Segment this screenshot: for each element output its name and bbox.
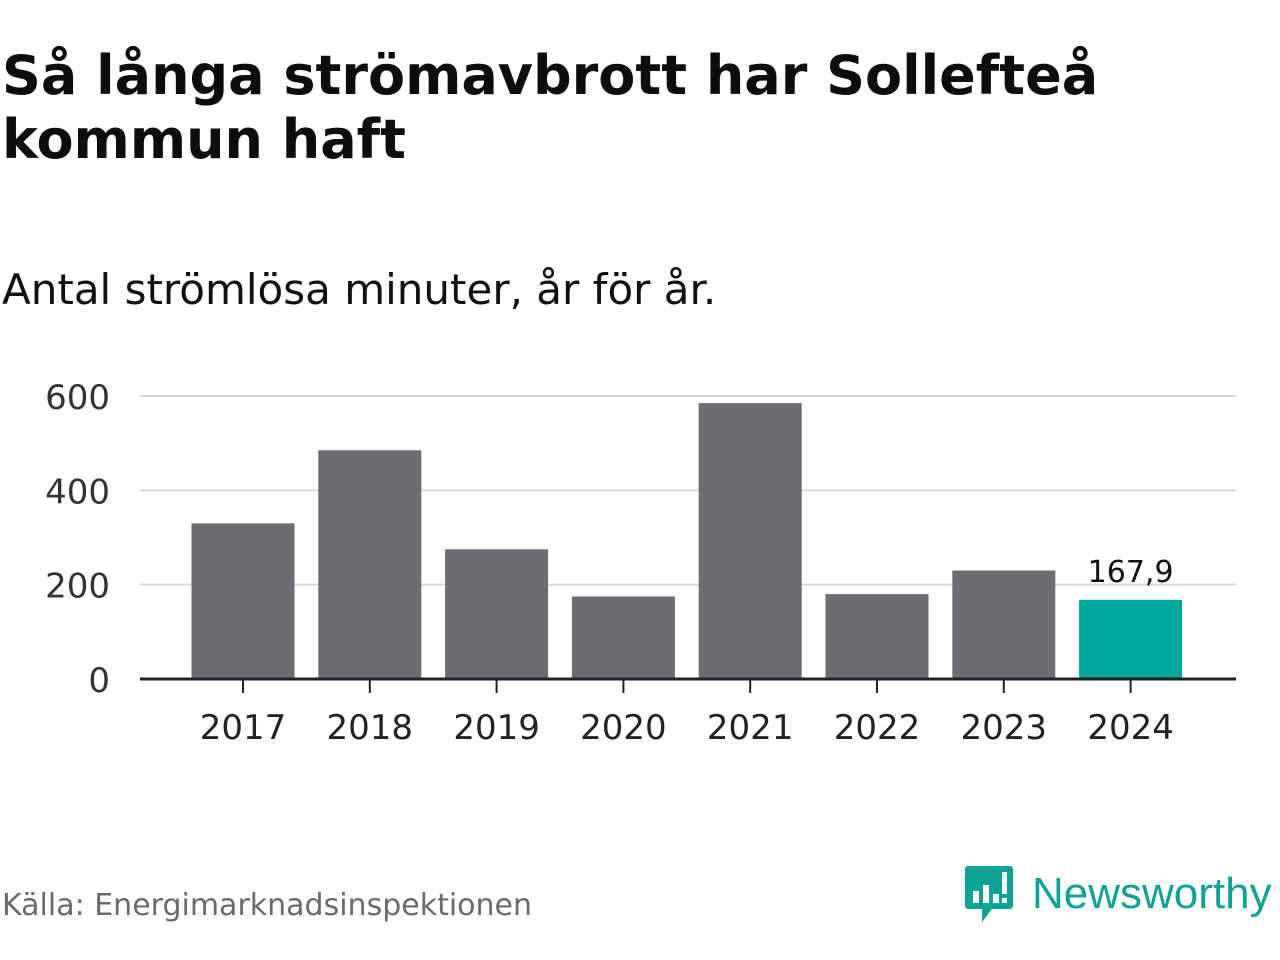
bar-2024 <box>1079 599 1183 679</box>
y-tick-label-400: 400 <box>45 472 110 512</box>
x-tick-label-2024: 2024 <box>1087 708 1174 748</box>
brand-name: Newsworthy <box>1032 869 1272 918</box>
bar-2022 <box>825 594 929 679</box>
x-tick-label-2020: 2020 <box>580 708 667 748</box>
x-tick-label-2019: 2019 <box>453 708 540 748</box>
y-tick-label-0: 0 <box>88 661 110 701</box>
y-tick-label-600: 600 <box>45 378 110 418</box>
x-tick-label-2022: 2022 <box>834 708 921 748</box>
bars <box>191 403 1183 679</box>
source-note: Källa: Energimarknadsinspektionen <box>2 888 533 923</box>
bar-2021 <box>698 403 802 679</box>
labels: 0 200 400 600 2017 2018 2019 2020 2021 2022 2023 20… <box>45 378 1174 748</box>
data-label-2024: 167,9 <box>1088 555 1174 590</box>
chart-title: Så långa strömavbrott har Sollefteå komm… <box>2 44 1099 171</box>
y-tick-label-200: 200 <box>45 567 110 607</box>
chart-subtitle: Antal strömlösa minuter, år för år. <box>2 265 717 314</box>
bar-2019 <box>445 549 549 679</box>
newsworthy-logo-icon <box>965 866 1013 922</box>
x-tick-label-2017: 2017 <box>200 708 287 748</box>
x-tick-label-2021: 2021 <box>707 708 794 748</box>
gridlines <box>140 395 1236 586</box>
x-tick-label-2023: 2023 <box>961 708 1048 748</box>
bar-2023 <box>952 570 1056 679</box>
x-tick-label-2018: 2018 <box>327 708 414 748</box>
bar-2018 <box>318 450 422 679</box>
bar-2017 <box>191 523 295 679</box>
bar-2020 <box>571 596 675 679</box>
axes <box>140 677 1236 693</box>
brand-logo[interactable]: Newsworthy <box>964 864 1272 924</box>
bar-chart: 0 200 400 600 2017 2018 2019 2020 2021 2022 2023 20… <box>45 378 1236 748</box>
